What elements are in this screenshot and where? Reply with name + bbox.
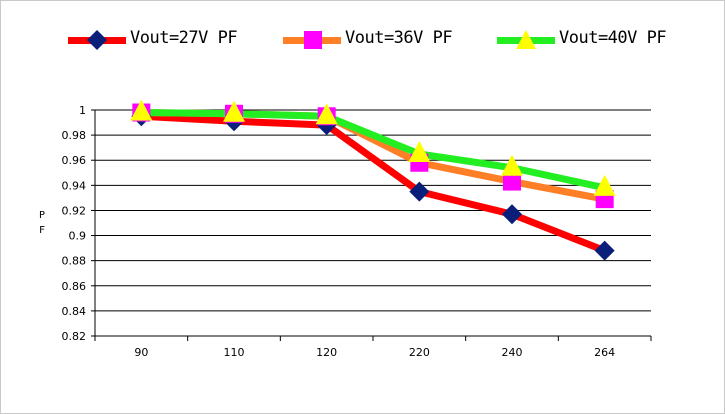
y-tick-label-8: 0.98 xyxy=(62,129,87,142)
series-1-point-4 xyxy=(503,172,521,191)
legend-item-vout-36v: Vout=36V PF xyxy=(283,26,483,54)
x-tick-label-2: 120 xyxy=(316,346,337,359)
legend-item-vout-27v: Vout=27V PF xyxy=(68,26,268,54)
legend-item-vout-40v: Vout=40V PF xyxy=(497,26,697,54)
series-2-point-4 xyxy=(501,154,523,176)
legend-label-27v: Vout=27V PF xyxy=(130,28,238,48)
y-tick-label-9: 1 xyxy=(79,104,86,117)
y-tick-label-5: 0.92 xyxy=(62,204,87,217)
x-tick-label-5: 264 xyxy=(594,346,615,359)
x-tick-label-3: 220 xyxy=(409,346,430,359)
series-line-2 xyxy=(137,109,609,192)
series-0-point-4 xyxy=(502,204,522,225)
legend-label-40v: Vout=40V PF xyxy=(559,28,667,48)
square-marker-icon xyxy=(304,31,322,49)
series-line-0 xyxy=(137,112,609,255)
legend-label-36v: Vout=36V PF xyxy=(345,28,453,48)
x-tick-label-4: 240 xyxy=(502,346,523,359)
y-axis-label-char-1: F xyxy=(39,225,45,236)
y-tick-label-6: 0.94 xyxy=(62,179,87,192)
series-2-point-2 xyxy=(315,103,338,125)
diamond-marker-icon xyxy=(87,30,107,50)
y-tick-label-7: 0.96 xyxy=(62,154,87,167)
series-0-point-3 xyxy=(409,181,430,202)
series-2-point-0 xyxy=(130,99,153,121)
triangle-marker-icon xyxy=(516,30,536,49)
series-2-point-5 xyxy=(593,174,616,196)
y-tick-label-3: 0.88 xyxy=(62,255,87,268)
series-2-point-3 xyxy=(408,140,431,162)
y-tick-label-0: 0.82 xyxy=(62,330,87,343)
series-0-point-5 xyxy=(594,240,615,261)
x-tick-label-1: 110 xyxy=(224,346,245,359)
series-2-point-1 xyxy=(223,100,245,122)
y-tick-label-2: 0.86 xyxy=(62,280,87,293)
x-tick-label-0: 90 xyxy=(134,346,148,359)
chart-legend: Vout=27V PF Vout=36V PF Vout=40V PF xyxy=(0,0,725,80)
y-tick-label-1: 0.84 xyxy=(62,305,87,318)
y-tick-label-4: 0.9 xyxy=(69,230,87,243)
y-axis-label-char-0: P xyxy=(39,210,45,221)
